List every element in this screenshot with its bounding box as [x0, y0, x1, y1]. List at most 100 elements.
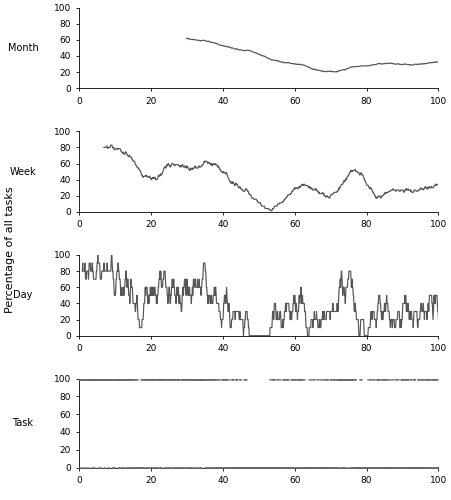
Point — [96, 374, 103, 382]
Point — [325, 464, 332, 471]
Point — [289, 374, 296, 382]
Point — [234, 464, 241, 471]
Point — [231, 464, 238, 471]
Point — [364, 464, 371, 471]
Point — [334, 374, 341, 382]
Point — [279, 464, 286, 471]
Point — [333, 464, 340, 471]
Point — [311, 464, 318, 471]
Y-axis label: Month: Month — [8, 43, 38, 53]
Point — [401, 464, 408, 471]
Point — [364, 374, 371, 382]
Point — [433, 464, 441, 471]
Point — [356, 464, 363, 471]
Point — [266, 374, 273, 382]
Point — [133, 464, 141, 471]
Point — [173, 464, 180, 471]
Point — [196, 464, 203, 471]
Point — [106, 374, 113, 382]
Point — [106, 374, 113, 382]
Point — [390, 464, 397, 471]
Point — [224, 464, 231, 471]
Point — [288, 374, 295, 382]
Point — [249, 464, 256, 471]
Point — [301, 464, 308, 471]
Point — [431, 464, 438, 471]
Point — [254, 464, 262, 471]
Point — [357, 464, 364, 471]
Point — [184, 374, 192, 382]
Point — [213, 374, 220, 382]
Point — [87, 374, 94, 382]
Point — [310, 464, 317, 471]
Point — [385, 464, 392, 471]
Point — [433, 464, 440, 471]
Point — [324, 464, 331, 471]
Point — [331, 464, 338, 471]
Point — [377, 464, 384, 471]
Point — [249, 464, 257, 471]
Point — [369, 464, 376, 471]
Point — [149, 464, 156, 471]
Point — [206, 464, 213, 471]
Point — [285, 464, 292, 471]
Point — [288, 464, 295, 471]
Point — [152, 464, 159, 471]
Point — [118, 464, 125, 471]
Point — [299, 464, 306, 471]
Point — [261, 464, 268, 471]
Point — [157, 464, 164, 471]
Point — [206, 464, 213, 471]
Point — [342, 374, 350, 382]
Point — [243, 464, 250, 471]
Point — [426, 374, 433, 382]
Point — [264, 464, 272, 471]
Point — [209, 374, 216, 382]
Point — [256, 464, 263, 471]
Point — [308, 464, 315, 471]
Point — [153, 374, 161, 382]
Point — [127, 464, 134, 471]
Point — [80, 374, 87, 382]
Point — [385, 464, 392, 471]
Point — [97, 374, 105, 382]
Point — [268, 374, 275, 382]
Point — [221, 464, 228, 471]
Point — [341, 374, 349, 382]
Point — [384, 464, 391, 471]
Point — [384, 374, 391, 382]
Point — [263, 464, 271, 471]
Point — [115, 374, 122, 382]
Point — [151, 374, 158, 382]
Point — [226, 464, 233, 471]
Point — [230, 464, 238, 471]
Point — [129, 464, 136, 471]
Point — [341, 374, 349, 382]
Point — [312, 464, 319, 471]
Point — [400, 374, 408, 382]
Point — [117, 464, 124, 471]
Point — [384, 464, 391, 471]
Point — [275, 464, 282, 471]
Point — [391, 374, 399, 382]
Point — [393, 374, 400, 382]
Text: Percentage of all tasks: Percentage of all tasks — [5, 186, 14, 314]
Point — [110, 464, 117, 471]
Point — [343, 374, 350, 382]
Point — [203, 374, 210, 382]
Point — [347, 464, 354, 471]
Point — [262, 464, 269, 471]
Point — [87, 374, 94, 382]
Point — [358, 464, 365, 471]
Point — [155, 374, 162, 382]
Point — [431, 464, 438, 471]
Point — [370, 464, 377, 471]
Point — [161, 464, 168, 471]
Point — [129, 464, 136, 471]
Point — [344, 374, 351, 382]
Point — [345, 374, 352, 382]
Point — [300, 464, 307, 471]
Point — [274, 464, 281, 471]
Point — [303, 464, 310, 471]
Point — [91, 374, 98, 382]
